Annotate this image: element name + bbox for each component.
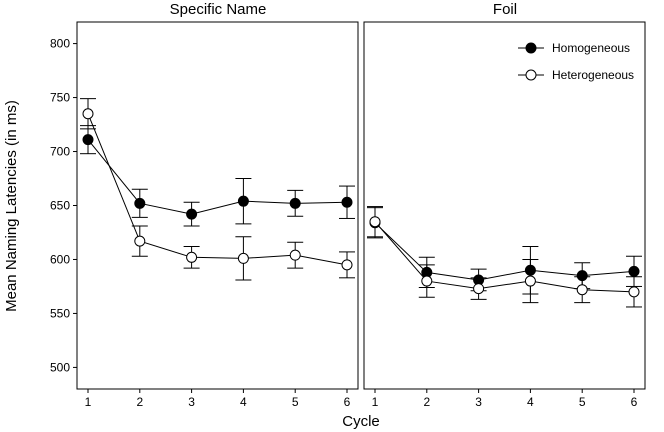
panel-frame-1 bbox=[363, 21, 646, 390]
series-line-homogeneous-p0 bbox=[87, 139, 348, 215]
point-homogeneous-p0-2 bbox=[134, 197, 146, 209]
y-tick-label-750: 750 bbox=[50, 91, 70, 105]
x-tick-label-p0-1: 1 bbox=[85, 395, 92, 409]
panel-title-specific-name: Specific Name bbox=[170, 1, 267, 18]
x-tick-label-p1-3: 3 bbox=[475, 395, 482, 409]
point-heterogeneous-p1-1 bbox=[369, 216, 381, 228]
y-tick-label-550: 550 bbox=[50, 306, 70, 320]
point-heterogeneous-p0-3 bbox=[186, 251, 198, 263]
x-tick-label-p0-5: 5 bbox=[292, 395, 299, 409]
point-homogeneous-p0-1 bbox=[82, 134, 94, 146]
point-heterogeneous-p0-6 bbox=[341, 259, 353, 271]
x-tick-label-p1-2: 2 bbox=[423, 395, 430, 409]
panel-frame-0 bbox=[76, 21, 359, 390]
x-tick-label-p1-1: 1 bbox=[372, 395, 379, 409]
point-homogeneous-p0-6 bbox=[341, 196, 353, 208]
point-homogeneous-p0-3 bbox=[186, 208, 198, 220]
y-tick-label-650: 650 bbox=[50, 199, 70, 213]
x-tick-label-p0-4: 4 bbox=[240, 395, 247, 409]
series-line-homogeneous-p1 bbox=[374, 222, 635, 281]
x-tick-label-p0-3: 3 bbox=[188, 395, 195, 409]
point-heterogeneous-p1-3 bbox=[473, 283, 485, 295]
x-tick-label-p1-4: 4 bbox=[527, 395, 534, 409]
legend-marker-homogeneous bbox=[525, 42, 537, 54]
x-tick-label-p0-2: 2 bbox=[136, 395, 143, 409]
legend-marker-heterogeneous bbox=[525, 69, 537, 81]
point-homogeneous-p1-5 bbox=[576, 270, 588, 282]
point-heterogeneous-p0-5 bbox=[289, 249, 301, 261]
point-heterogeneous-p1-4 bbox=[524, 275, 536, 287]
x-axis-label: Cycle bbox=[342, 413, 380, 430]
point-homogeneous-p0-5 bbox=[289, 197, 301, 209]
y-tick-label-700: 700 bbox=[50, 145, 70, 159]
y-tick-label-500: 500 bbox=[50, 360, 70, 374]
point-homogeneous-p1-4 bbox=[524, 264, 536, 276]
point-heterogeneous-p0-1 bbox=[82, 108, 94, 120]
point-heterogeneous-p0-2 bbox=[134, 235, 146, 247]
panel-title-foil: Foil bbox=[493, 1, 517, 18]
series-line-heterogeneous-p1 bbox=[374, 221, 635, 293]
y-tick-label-600: 600 bbox=[50, 252, 70, 266]
point-homogeneous-p0-4 bbox=[237, 195, 249, 207]
point-homogeneous-p1-6 bbox=[628, 265, 640, 277]
x-tick-label-p1-5: 5 bbox=[579, 395, 586, 409]
y-tick-label-800: 800 bbox=[50, 37, 70, 51]
y-axis-label: Mean Naming Latencies (in ms) bbox=[3, 100, 20, 312]
series-line-heterogeneous-p0 bbox=[87, 113, 348, 266]
point-heterogeneous-p1-6 bbox=[628, 286, 640, 298]
point-heterogeneous-p0-4 bbox=[237, 252, 249, 264]
legend-label-heterogeneous: Heterogeneous bbox=[552, 68, 634, 82]
point-heterogeneous-p1-2 bbox=[421, 275, 433, 287]
x-tick-label-p0-6: 6 bbox=[344, 395, 351, 409]
legend-label-homogeneous: Homogeneous bbox=[552, 41, 630, 55]
legend: Homogeneous Heterogeneous bbox=[518, 41, 634, 82]
x-tick-label-p1-6: 6 bbox=[631, 395, 638, 409]
point-heterogeneous-p1-5 bbox=[576, 284, 588, 296]
